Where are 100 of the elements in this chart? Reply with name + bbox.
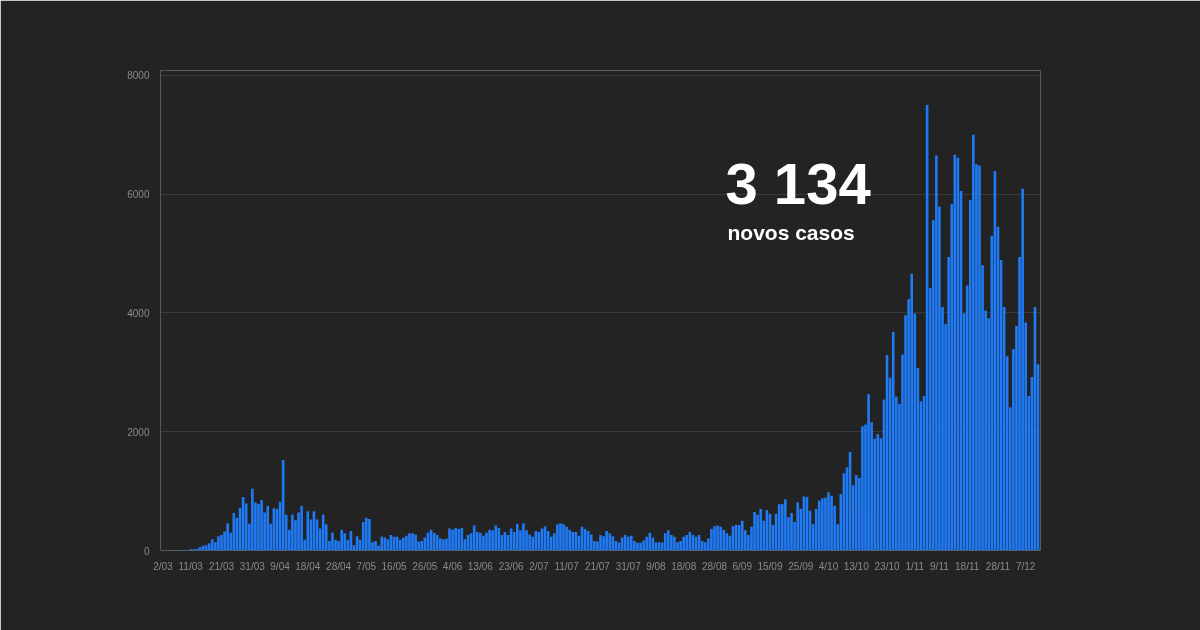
bar	[854, 475, 858, 551]
bar	[562, 524, 565, 551]
bar	[722, 529, 726, 551]
x-tick-label: 13/06	[467, 560, 494, 572]
x-tick-label: 2/03	[153, 560, 174, 572]
bar	[343, 533, 347, 551]
bar	[663, 533, 667, 551]
bar	[491, 530, 494, 551]
y-tick-label: 8000	[127, 70, 150, 82]
bar	[405, 535, 408, 551]
x-tick-label: 31/03	[239, 560, 266, 572]
bar	[891, 331, 895, 551]
bar	[673, 536, 676, 551]
bar	[636, 542, 639, 551]
x-tick-label: 28/11	[985, 560, 1011, 572]
y-tick-label: 0	[143, 545, 150, 557]
bar	[830, 495, 833, 551]
bar	[630, 535, 633, 551]
bar	[454, 527, 457, 551]
bar	[565, 526, 568, 551]
bar	[408, 533, 411, 551]
x-tick-label: 28/08	[701, 560, 728, 572]
bar	[260, 500, 263, 551]
bar	[442, 539, 445, 551]
x-tick-label: 26/05	[412, 560, 438, 572]
bar	[796, 502, 800, 551]
x-tick-label: 18/08	[671, 560, 697, 572]
bar	[485, 532, 488, 551]
bar	[817, 500, 821, 551]
bar	[266, 505, 270, 551]
x-tick-label: 21/07	[584, 560, 611, 572]
bar	[713, 526, 716, 551]
y-tick-label: 4000	[127, 307, 150, 319]
annotation: 3 134	[725, 150, 871, 216]
bar	[300, 505, 303, 551]
bar	[790, 513, 793, 551]
x-tick-label: 31/07	[615, 560, 642, 572]
bar	[867, 394, 870, 551]
x-tick-label: 28/04	[326, 560, 352, 572]
bar	[420, 541, 424, 551]
bar	[740, 520, 744, 551]
bar	[411, 533, 414, 551]
x-tick-label: 6/09	[732, 560, 753, 572]
bar	[556, 524, 559, 551]
bar	[759, 508, 763, 551]
x-tick-label: 16/05	[381, 560, 408, 572]
bar	[972, 134, 975, 551]
x-tick-label: 4/06	[442, 560, 463, 572]
x-tick-label: 9/04	[270, 560, 291, 572]
x-tick-label: 2/07	[529, 560, 550, 572]
bar	[361, 521, 365, 551]
bar	[479, 532, 482, 551]
bar	[935, 155, 938, 551]
x-tick-label: 23/10	[874, 560, 901, 572]
bar	[642, 540, 645, 551]
x-tick-label: 4/10	[818, 560, 839, 572]
bar	[340, 529, 343, 551]
bar	[821, 498, 824, 551]
x-tick-label: 9/08	[646, 560, 667, 572]
x-tick-label: 23/06	[498, 560, 525, 572]
bar	[679, 541, 682, 551]
x-tick-label: 18/04	[295, 560, 321, 572]
bar	[516, 523, 519, 551]
bar	[827, 492, 830, 551]
x-tick-label: 21/03	[209, 560, 235, 572]
annotation: novos casos	[727, 220, 855, 244]
bar	[716, 525, 719, 551]
x-tick-label: 11/03	[178, 560, 204, 572]
bar	[365, 517, 368, 551]
bar	[226, 523, 229, 551]
x-tick-label: 15/09	[757, 560, 783, 572]
bar	[220, 535, 223, 551]
x-tick-label: 9/11	[930, 560, 950, 572]
x-tick-label: 7/05	[356, 560, 377, 572]
x-tick-label: 1/11	[905, 560, 925, 572]
bar	[217, 536, 220, 551]
bar	[488, 529, 491, 551]
bar	[645, 536, 649, 551]
bar	[401, 537, 405, 551]
bar	[210, 539, 214, 551]
bar	[306, 511, 310, 551]
x-tick-label: 11/07	[554, 560, 580, 572]
bar	[414, 534, 417, 551]
bar	[1021, 188, 1024, 551]
bar	[368, 519, 371, 551]
bar	[910, 273, 914, 551]
bar	[599, 535, 602, 551]
bar	[719, 526, 722, 551]
bar	[331, 532, 334, 551]
x-tick-label: 25/09	[788, 560, 814, 572]
bar	[978, 165, 981, 551]
bar	[648, 532, 652, 551]
bar	[374, 541, 377, 551]
bar	[589, 534, 593, 551]
bar	[522, 523, 525, 551]
bar	[291, 514, 294, 551]
bar	[559, 523, 562, 551]
bar	[861, 426, 864, 551]
x-tick-label: 18/11	[955, 560, 980, 572]
bar	[605, 530, 608, 551]
